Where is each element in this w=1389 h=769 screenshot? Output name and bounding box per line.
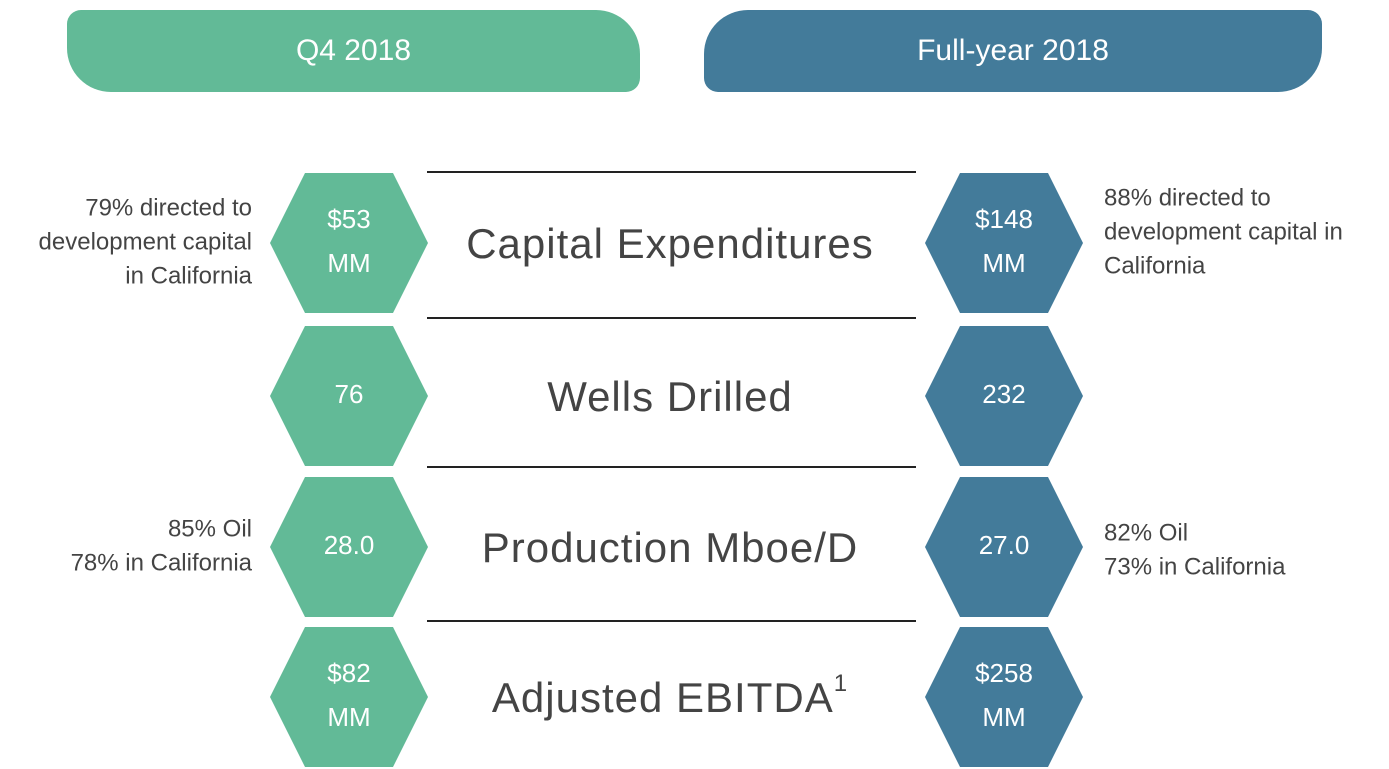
hex-value: 232 (982, 379, 1025, 409)
metric-label: Wells Drilled (547, 373, 793, 420)
hex-value: 27.0 (979, 530, 1030, 560)
hex-value: $82 (327, 658, 370, 688)
metric-label-text: Adjusted EBITDA (492, 674, 834, 721)
header-left: Q4 2018 (67, 10, 640, 92)
hexagon (270, 627, 428, 767)
note: California (1104, 252, 1206, 279)
hexagon (270, 326, 428, 466)
hex-value: $53 (327, 204, 370, 234)
hexagon (925, 477, 1083, 617)
header-right: Full-year 2018 (704, 10, 1322, 92)
note: development capital (39, 228, 252, 255)
hexagon (925, 326, 1083, 466)
hexagon (925, 627, 1083, 767)
note: 78% in California (71, 549, 253, 576)
hex-value: $148 (975, 204, 1033, 234)
note: 73% in California (1104, 553, 1286, 580)
note: development capital in (1104, 218, 1343, 245)
metric-label-text: Wells Drilled (547, 373, 793, 420)
footnote-mark: 1 (834, 670, 848, 697)
hex-value: MM (982, 702, 1025, 732)
note: 79% directed to (85, 194, 252, 221)
hexagon (270, 173, 428, 313)
note: in California (125, 262, 252, 289)
metric-label: Production Mboe/D (482, 524, 859, 571)
hex-value: 76 (335, 379, 364, 409)
note: 82% Oil (1104, 519, 1188, 546)
hex-value: MM (982, 248, 1025, 278)
metric-label: Capital Expenditures (466, 220, 874, 267)
hex-value: MM (327, 248, 370, 278)
metric-label-text: Capital Expenditures (466, 220, 874, 267)
hexagon (925, 173, 1083, 313)
hex-value: $258 (975, 658, 1033, 688)
hexagon (270, 477, 428, 617)
note: 88% directed to (1104, 184, 1271, 211)
hex-value: MM (327, 702, 370, 732)
hex-value: 28.0 (324, 530, 375, 560)
metric-label: Adjusted EBITDA1 (492, 670, 848, 721)
note: 85% Oil (168, 515, 252, 542)
metric-label-text: Production Mboe/D (482, 524, 859, 571)
